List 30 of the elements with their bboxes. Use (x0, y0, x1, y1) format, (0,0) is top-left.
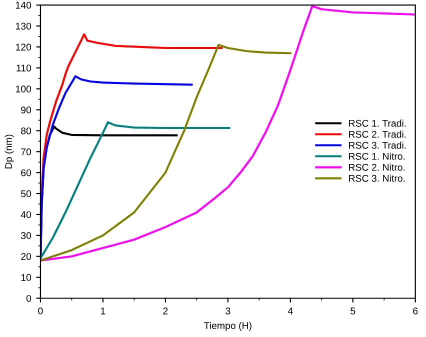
legend-label: RSC 2. Nitro. (349, 164, 405, 171)
y-tick-label: 130 (16, 22, 32, 30)
y-tick-label: 90 (21, 106, 32, 114)
y-tick-label: 10 (21, 274, 32, 281)
y-tick-label: 20 (21, 253, 32, 260)
legend-label: RSC 3. Tradi. (349, 142, 406, 149)
legend-label: RSC 1. Tradi. (349, 120, 406, 127)
y-tick-label: 140 (16, 2, 32, 9)
legend-label: RSC 2. Tradi. (349, 130, 406, 138)
y-tick-label: 80 (21, 127, 32, 134)
y-tick-label: 110 (16, 64, 32, 72)
y-tick-label: 60 (21, 169, 32, 176)
x-tick-label: 3 (226, 308, 230, 314)
x-axis-title: Tiempo (H) (204, 322, 252, 331)
x-tick-label: 0 (38, 308, 43, 314)
y-tick-label: 40 (20, 211, 32, 218)
x-tick-label: 6 (413, 308, 418, 314)
y-tick-label: 100 (16, 86, 32, 92)
y-tick-label: 120 (16, 44, 32, 51)
y-tick-label: 50 (21, 190, 32, 198)
y-tick-label: 30 (21, 232, 32, 240)
y-tick-label: 0 (26, 294, 32, 302)
legend-label: RSC 1. Nitro. (349, 152, 405, 160)
legend-label: RSC 3. Nitro. (349, 174, 405, 182)
x-tick-label: 1 (100, 308, 106, 314)
x-tick-label: 2 (163, 308, 168, 314)
x-tick-label: 4 (288, 308, 293, 314)
y-tick-label: 70 (21, 148, 32, 156)
x-tick-label: 5 (350, 308, 356, 314)
y-axis-title: Dp (nm) (4, 134, 14, 168)
